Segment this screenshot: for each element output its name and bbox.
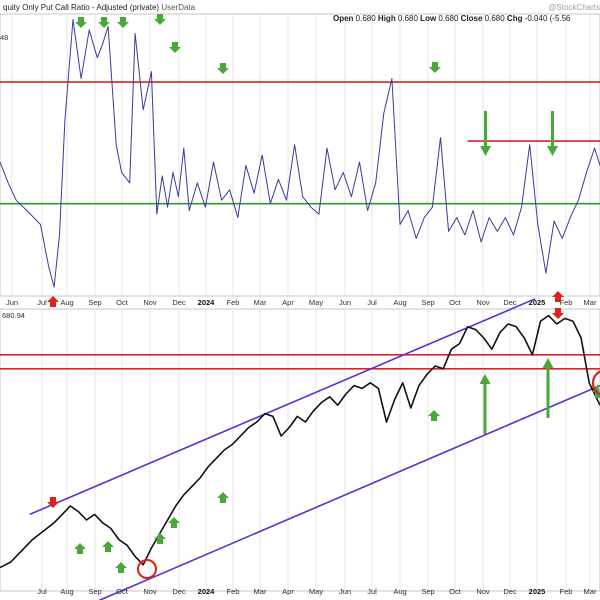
lower-panel-value: 680.94 — [2, 311, 25, 320]
red-down-arrow — [552, 308, 564, 319]
red-up-arrow — [552, 291, 564, 302]
lower-reference-lines — [0, 353, 600, 370]
ohlc-value: 0.680 — [438, 14, 459, 23]
x-tick-label: Apr — [282, 587, 294, 596]
lower-panel-frame — [0, 308, 600, 592]
green-up-arrow — [74, 543, 86, 554]
ohlc-value: -0.040 (-5.56 — [525, 14, 571, 23]
green-down-arrow — [75, 17, 87, 28]
ohlc-label: Open — [333, 14, 356, 23]
x-tick-label: Dec — [172, 587, 186, 596]
x-tick-label: Oct — [116, 587, 129, 596]
put-call-ratio-line — [0, 19, 600, 288]
x-tick-label: Nov — [143, 298, 157, 307]
red-up-arrow — [47, 296, 59, 307]
ohlc-readout: Open 0.680 High 0.680 Low 0.680 Close 0.… — [333, 14, 571, 23]
x-tick-label: Sep — [421, 587, 434, 596]
green-up-arrow — [217, 492, 229, 503]
ohlc-value: 0.680 — [356, 14, 377, 23]
green-up-arrow — [428, 410, 440, 421]
upper-x-tick-labels: Jun Jul Aug Sep Oct Nov Dec 2024 Feb Mar Apr May Jun… — [6, 298, 597, 307]
x-tick-label: Mar — [584, 587, 597, 596]
red-highlight-circle — [591, 370, 600, 396]
ohlc-value: 0.680 — [398, 14, 419, 23]
x-tick-label: Dec — [503, 298, 517, 307]
channel-line — [29, 298, 536, 516]
green-long-down-arrow — [547, 111, 558, 156]
x-tick-label: May — [309, 587, 323, 596]
green-down-arrow — [98, 17, 110, 28]
x-tick-label: Aug — [60, 587, 73, 596]
x-tick-label: 2024 — [198, 587, 216, 596]
x-tick-label: Aug — [393, 298, 406, 307]
trend-channel — [29, 298, 600, 600]
ohlc-label: Low — [418, 14, 438, 23]
x-tick-label: Jul — [37, 587, 47, 596]
x-tick-label: Feb — [227, 298, 240, 307]
ohlc-label: Close — [458, 14, 484, 23]
small-value-label: 48 — [0, 33, 8, 42]
lower-panel: Jul Aug Sep Oct Nov Dec 2024 Feb Mar Apr May Jun Jul… — [0, 298, 600, 600]
ohlc-label: Chg — [505, 14, 525, 23]
x-tick-label: Nov — [476, 587, 490, 596]
x-tick-label: Apr — [282, 298, 294, 307]
x-tick-label: Feb — [560, 298, 573, 307]
green-long-up-arrow — [479, 374, 491, 434]
green-up-arrow — [168, 517, 180, 528]
price-line — [0, 314, 600, 569]
x-tick-label: Oct — [116, 298, 129, 307]
x-tick-label: Oct — [449, 587, 462, 596]
x-tick-label: Jun — [339, 587, 351, 596]
x-tick-label: Mar — [584, 298, 597, 307]
x-tick-label: Mar — [254, 587, 267, 596]
annotations — [47, 14, 600, 579]
x-tick-label: Sep — [88, 298, 101, 307]
ohlc-label: High — [376, 14, 398, 23]
green-up-arrow — [154, 533, 166, 544]
green-down-arrow — [169, 42, 181, 53]
x-tick-label: Nov — [143, 587, 157, 596]
ohlc-value: 0.680 — [485, 14, 506, 23]
channel-line — [98, 384, 600, 600]
green-long-up-arrow — [542, 358, 554, 418]
green-up-arrow — [115, 562, 127, 573]
x-tick-label: 2025 — [529, 298, 546, 307]
x-tick-label: 2024 — [198, 298, 216, 307]
green-down-arrow — [154, 14, 166, 25]
upper-panel-frame — [0, 13, 600, 297]
x-tick-label: Mar — [254, 298, 267, 307]
x-tick-label: Aug — [393, 587, 406, 596]
green-down-arrow — [217, 63, 229, 74]
x-tick-label: Jul — [367, 298, 377, 307]
x-tick-label: Dec — [172, 298, 186, 307]
upper-grid — [11, 14, 591, 296]
x-tick-label: Aug — [60, 298, 73, 307]
upper-panel: Jun Jul Aug Sep Oct Nov Dec 2024 Feb Mar Apr May Jun… — [0, 13, 600, 307]
x-tick-label: Jun — [339, 298, 351, 307]
x-tick-label: Dec — [503, 587, 517, 596]
x-tick-label: Nov — [476, 298, 490, 307]
x-tick-label: 2025 — [529, 587, 546, 596]
green-down-arrow — [429, 62, 441, 73]
green-up-arrow — [102, 541, 114, 552]
x-tick-label: Feb — [227, 587, 240, 596]
x-tick-label: Jul — [37, 298, 47, 307]
green-long-down-arrow — [480, 111, 491, 156]
x-tick-label: Sep — [88, 587, 101, 596]
red-highlight-circle — [137, 559, 157, 579]
red-down-arrow — [47, 497, 59, 508]
x-tick-label: Oct — [449, 298, 462, 307]
lower-x-tick-labels: Jul Aug Sep Oct Nov Dec 2024 Feb Mar Apr May Jun Jul… — [37, 587, 597, 596]
x-tick-label: May — [309, 298, 323, 307]
x-tick-label: Sep — [421, 298, 434, 307]
x-tick-label: Jul — [367, 587, 377, 596]
x-tick-label: Feb — [560, 587, 573, 596]
green-down-arrow — [117, 17, 129, 28]
chart-header: quity Only Put Call Ratio - Adjusted (pr… — [0, 3, 600, 320]
chart-title: quity Only Put Call Ratio - Adjusted (pr… — [3, 3, 196, 12]
x-tick-label: Jun — [6, 298, 18, 307]
watermark: @StockCharts — [548, 3, 600, 12]
upper-reference-lines — [0, 81, 600, 205]
